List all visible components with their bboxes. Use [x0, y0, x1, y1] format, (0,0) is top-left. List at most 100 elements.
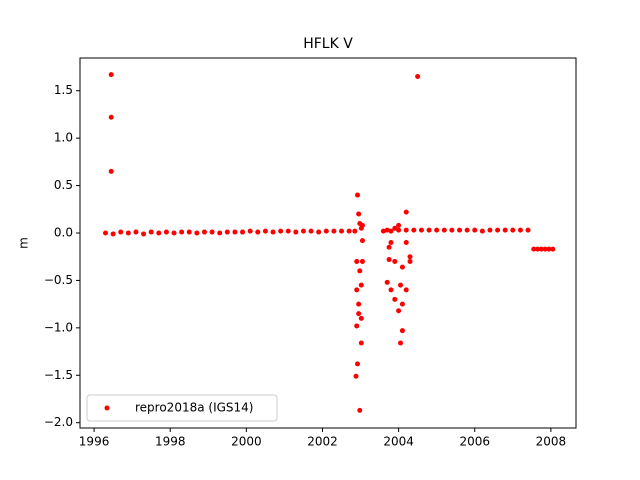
point — [357, 268, 363, 274]
y-tick-label: 1.5 — [54, 83, 73, 97]
point — [396, 222, 402, 228]
point — [384, 279, 390, 285]
point — [441, 227, 447, 233]
point — [542, 246, 548, 252]
point — [358, 340, 364, 346]
point — [355, 361, 361, 367]
point — [316, 229, 322, 235]
point — [396, 227, 402, 233]
point — [108, 72, 114, 78]
point — [224, 229, 230, 235]
y-tick-label: 0.0 — [54, 225, 73, 239]
point — [323, 228, 329, 234]
x-tick-label: 2004 — [383, 435, 414, 449]
point — [386, 257, 392, 263]
point — [392, 296, 398, 302]
point — [535, 246, 541, 252]
point — [399, 301, 405, 307]
x-tick-label: 2000 — [231, 435, 262, 449]
x-tick-label: 2002 — [307, 435, 338, 449]
point — [359, 258, 365, 264]
point — [346, 228, 352, 234]
point — [356, 211, 362, 217]
point — [354, 287, 360, 293]
point — [125, 230, 131, 236]
point — [358, 282, 364, 288]
point — [356, 301, 362, 307]
point — [247, 228, 253, 234]
point — [388, 228, 394, 234]
point — [209, 229, 215, 235]
point — [479, 228, 485, 234]
point — [386, 244, 392, 250]
point — [201, 229, 207, 235]
point — [270, 229, 276, 235]
point — [434, 227, 440, 233]
point — [354, 258, 360, 264]
point — [356, 311, 362, 317]
point — [517, 227, 523, 233]
point — [392, 225, 398, 231]
point — [255, 229, 261, 235]
point — [403, 227, 409, 233]
point — [407, 258, 413, 264]
point — [546, 246, 552, 252]
point — [411, 227, 417, 233]
point — [388, 239, 394, 245]
point — [352, 228, 358, 234]
point — [384, 227, 390, 233]
y-tick-label: −2.0 — [44, 415, 73, 429]
point — [300, 228, 306, 234]
point — [495, 227, 501, 233]
point — [179, 229, 185, 235]
point — [278, 228, 284, 234]
x-tick-label: 2008 — [536, 435, 567, 449]
y-tick-label: 0.5 — [54, 178, 73, 192]
point — [359, 222, 365, 228]
point — [285, 228, 291, 234]
point — [331, 228, 337, 234]
point — [194, 230, 200, 236]
point — [357, 407, 363, 413]
point — [388, 287, 394, 293]
point — [186, 229, 192, 235]
x-tick-label: 2006 — [459, 435, 490, 449]
point — [118, 229, 124, 235]
point — [525, 227, 531, 233]
point — [133, 229, 139, 235]
point — [396, 308, 402, 314]
point — [308, 228, 314, 234]
point — [472, 227, 478, 233]
point — [399, 264, 405, 270]
point — [426, 227, 432, 233]
point — [171, 230, 177, 236]
point — [398, 282, 404, 288]
point — [293, 229, 299, 235]
point — [392, 258, 398, 264]
point — [531, 246, 537, 252]
point — [232, 229, 238, 235]
point — [358, 315, 364, 321]
point — [359, 238, 365, 244]
point — [141, 231, 147, 237]
point — [262, 228, 268, 234]
point — [403, 209, 409, 215]
point — [415, 73, 421, 79]
point — [407, 254, 413, 260]
x-tick-label: 1998 — [155, 435, 186, 449]
point — [355, 192, 361, 198]
y-tick-label: −0.5 — [44, 273, 73, 287]
x-tick-label: 1996 — [79, 435, 110, 449]
y-tick-label: −1.0 — [44, 320, 73, 334]
point — [217, 230, 223, 236]
point — [418, 227, 424, 233]
point — [538, 246, 544, 252]
legend-box — [86, 394, 278, 422]
point — [156, 230, 162, 236]
point — [108, 114, 114, 120]
point — [550, 246, 556, 252]
chart-title: HFLK V — [303, 36, 353, 52]
point — [380, 228, 386, 234]
y-tick-label: −1.5 — [44, 368, 73, 382]
